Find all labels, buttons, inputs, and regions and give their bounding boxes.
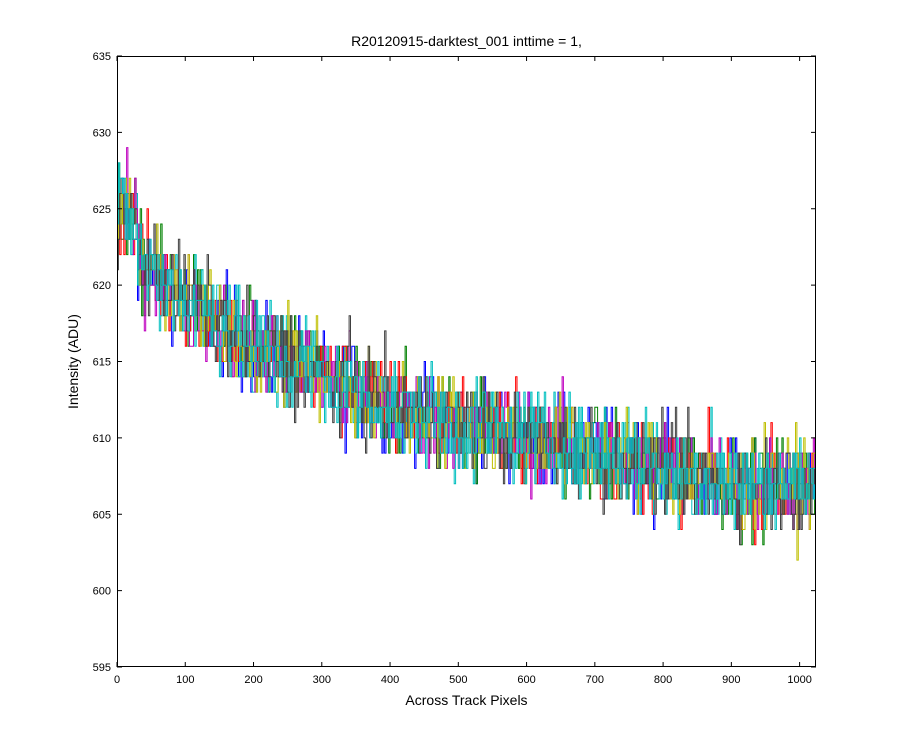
x-tick-label: 300 [313, 674, 331, 686]
y-tick-label: 605 [93, 509, 111, 521]
ticks-layer: 0 100 200 300 400 500 600 700 800 900 1000 595 600 60… [93, 51, 816, 686]
y-tick-label: 600 [93, 586, 111, 598]
y-tick-label: 620 [93, 280, 111, 292]
series-line-7 [117, 177, 816, 546]
x-axis-title: Across Track Pixels [405, 692, 527, 708]
x-tick-label: 400 [381, 674, 399, 686]
x-tick-label: 800 [654, 674, 672, 686]
x-tick-label: 600 [517, 674, 535, 686]
x-tick-label: 1000 [787, 674, 811, 686]
y-tick-label: 630 [93, 127, 111, 139]
y-axis-title: Intensity (ADU) [65, 314, 81, 409]
series-layer [117, 147, 816, 561]
x-tick-label: 0 [114, 674, 120, 686]
chart-title: R20120915-darktest_001 inttime = 1, [351, 33, 582, 49]
x-tick-label: 700 [586, 674, 604, 686]
y-tick-label: 595 [93, 662, 111, 674]
x-tick-label: 500 [449, 674, 467, 686]
x-tick-label: 900 [722, 674, 740, 686]
y-tick-label: 625 [93, 204, 111, 216]
series-line-8 [117, 177, 816, 530]
x-tick-label: 100 [176, 674, 194, 686]
y-tick-label: 610 [93, 433, 111, 445]
y-tick-label: 635 [93, 51, 111, 63]
x-tick-label: 200 [244, 674, 262, 686]
y-tick-label: 615 [93, 357, 111, 369]
